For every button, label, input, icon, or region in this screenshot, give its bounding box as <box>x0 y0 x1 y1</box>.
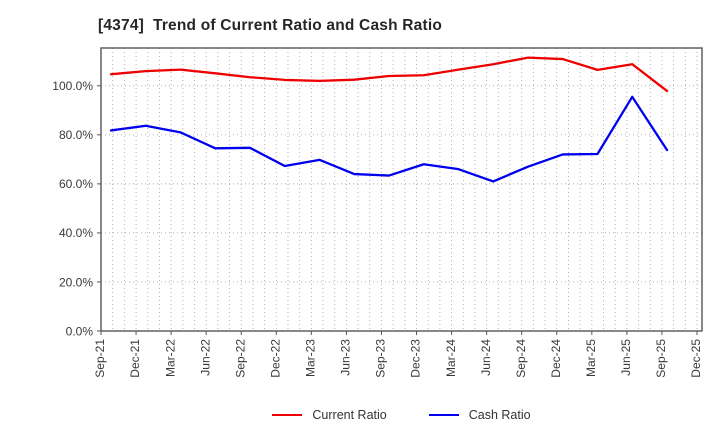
x-tick-label: Mar-23 <box>304 339 318 377</box>
y-tick-label: 60.0% <box>59 177 93 191</box>
y-tick-label: 20.0% <box>59 275 93 289</box>
x-tick-label: Dec-24 <box>549 339 563 378</box>
legend-label: Cash Ratio <box>468 408 531 422</box>
current-ratio-line <box>109 56 669 93</box>
y-tick-label: 0.0% <box>66 324 94 338</box>
x-tick-label: Mar-24 <box>444 339 458 377</box>
legend-item-current-ratio: Current Ratio <box>272 408 387 422</box>
y-tick-label: 100.0% <box>52 79 93 93</box>
legend-line-swatch <box>272 414 303 416</box>
x-tick-label: Sep-22 <box>233 339 247 378</box>
legend-line-swatch <box>428 414 459 416</box>
axis-frame <box>100 47 703 332</box>
legend-item-cash-ratio: Cash Ratio <box>428 408 531 422</box>
y-tick-label: 40.0% <box>59 226 93 240</box>
x-tick-label: Jun-25 <box>619 339 633 376</box>
x-tick-label: Jun-23 <box>339 339 353 376</box>
x-tick-label: Jun-22 <box>198 339 212 376</box>
y-tick-label: 80.0% <box>59 128 93 142</box>
x-tick-label: Sep-21 <box>93 339 107 378</box>
x-tick-label: Sep-25 <box>654 339 668 378</box>
x-tick-label: Dec-25 <box>689 339 703 378</box>
x-tick-label: Dec-21 <box>128 339 142 378</box>
x-tick-label: Dec-23 <box>409 339 423 378</box>
x-tick-label: Jun-24 <box>479 339 493 376</box>
x-tick-label: Sep-24 <box>514 339 528 378</box>
legend-label: Current Ratio <box>312 408 387 422</box>
cash-ratio-line <box>109 95 669 183</box>
chart-title: [4374] Trend of Current Ratio and Cash R… <box>98 17 443 34</box>
chart-legend: Current Ratio Cash Ratio <box>101 403 702 427</box>
x-tick-label: Mar-25 <box>584 339 598 377</box>
x-tick-label: Dec-22 <box>268 339 282 378</box>
x-tick-label: Sep-23 <box>374 339 388 378</box>
x-tick-label: Mar-22 <box>163 339 177 377</box>
